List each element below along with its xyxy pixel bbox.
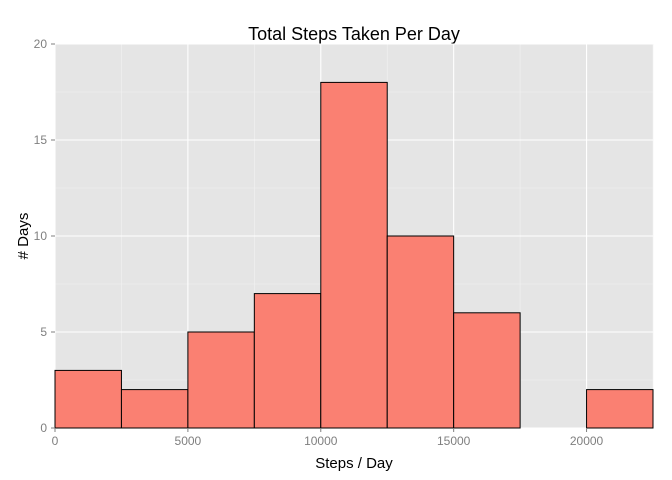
y-tick-label: 20 (34, 37, 48, 51)
histogram-bar (253, 293, 322, 429)
x-tick-label: 15000 (437, 434, 471, 448)
x-tick-label: 20000 (570, 434, 604, 448)
histogram-bar (586, 389, 654, 429)
histogram-bar (120, 389, 189, 429)
x-tick-label: 10000 (304, 434, 338, 448)
histogram-bar (320, 81, 388, 429)
y-axis: 0 5 10 15 20 (34, 37, 55, 435)
histogram-bar (453, 312, 521, 429)
histogram-bar (54, 369, 122, 429)
y-tick-label: 0 (40, 421, 47, 435)
x-axis-label: Steps / Day (315, 455, 393, 472)
histogram-bar (386, 235, 455, 429)
y-tick-label: 10 (34, 229, 48, 243)
x-tick-label: 5000 (175, 434, 202, 448)
chart-title: Total Steps Taken Per Day (248, 24, 460, 44)
y-axis-label: # Days (15, 213, 32, 260)
y-tick-label: 15 (34, 133, 48, 147)
histogram-bars (54, 81, 654, 429)
x-tick-label: 0 (52, 434, 59, 448)
y-tick-label: 5 (40, 325, 47, 339)
x-axis: 0 5000 10000 15000 20000 (52, 428, 604, 448)
histogram-bar (187, 331, 255, 429)
